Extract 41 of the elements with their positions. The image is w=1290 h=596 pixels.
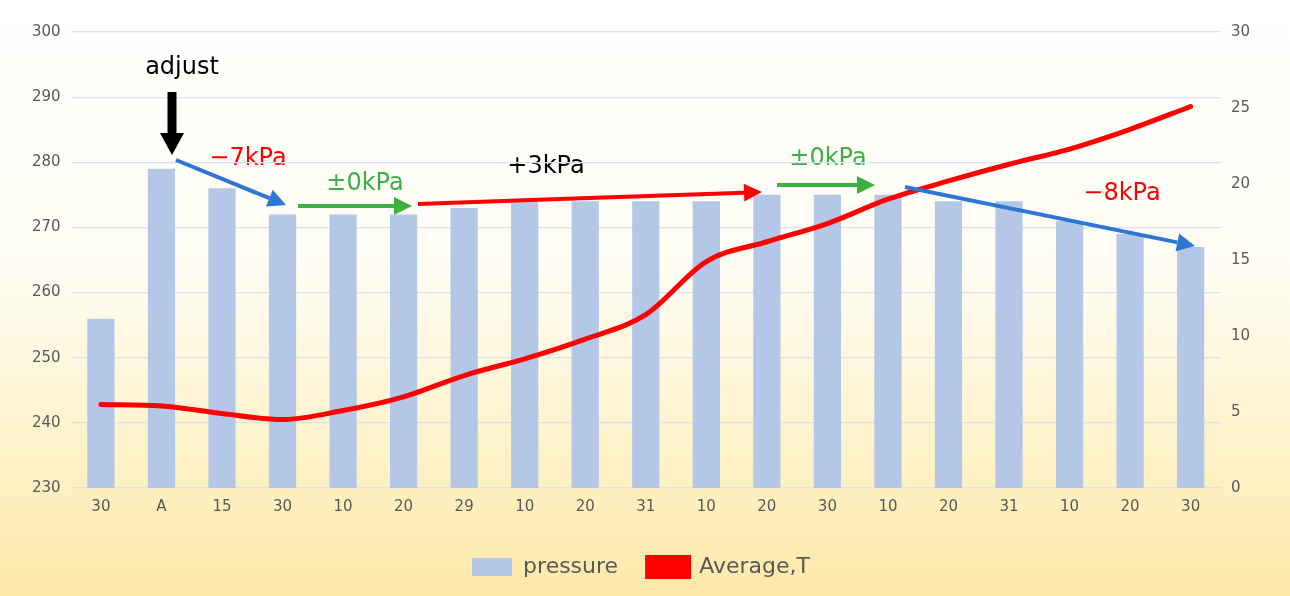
x-tick-label: 20 xyxy=(938,496,959,515)
annotation: ±0kPa xyxy=(789,143,867,171)
x-tick-label: 20 xyxy=(757,496,777,515)
y-tick-label: 230 xyxy=(31,477,61,496)
legend-label: pressure xyxy=(523,552,619,578)
y2-tick-label: 25 xyxy=(1230,97,1251,116)
x-tick-label: 20 xyxy=(575,496,595,515)
x-tick-label: 30 xyxy=(817,496,837,515)
x-tick-label: 10 xyxy=(333,496,353,515)
y2-tick-label: 0 xyxy=(1230,477,1241,496)
x-tick-label: 31 xyxy=(999,496,1019,515)
annotation: ±0kPa xyxy=(326,168,404,196)
x-tick-label: 31 xyxy=(636,496,656,515)
x-tick-label: 15 xyxy=(212,496,232,515)
y-tick-label: 280 xyxy=(31,152,61,171)
x-tick-label: 30 xyxy=(272,496,293,515)
annotation: adjust xyxy=(145,52,219,80)
y-tick-label: 300 xyxy=(31,21,61,40)
x-tick-label: 20 xyxy=(1120,496,1140,515)
x-tick-label: 20 xyxy=(394,496,414,515)
x-tick-label: 29 xyxy=(454,496,474,515)
annotation: −7kPa xyxy=(209,143,287,171)
y2-tick-label: 15 xyxy=(1230,249,1251,268)
x-tick-label: A xyxy=(156,496,168,515)
y2-tick-label: 30 xyxy=(1230,21,1251,40)
legend-label: Average,T xyxy=(699,552,811,578)
x-tick-label: 30 xyxy=(91,496,111,515)
y2-tick-label: 10 xyxy=(1230,325,1251,344)
x-tick-label: 30 xyxy=(1181,496,1201,515)
y2-tick-label: 20 xyxy=(1230,173,1251,192)
y-tick-label: 260 xyxy=(31,282,61,301)
x-tick-label: 10 xyxy=(878,496,898,515)
x-tick-label: 10 xyxy=(515,496,535,515)
annotation: −8kPa xyxy=(1083,178,1161,206)
x-tick-label: 10 xyxy=(1060,496,1080,515)
y-tick-label: 240 xyxy=(31,412,61,431)
y-tick-label: 290 xyxy=(31,87,61,106)
y-tick-label: 270 xyxy=(31,217,61,236)
y2-tick-label: 5 xyxy=(1230,401,1241,420)
x-tick-label: 10 xyxy=(696,496,716,515)
y-tick-label: 250 xyxy=(31,347,61,366)
